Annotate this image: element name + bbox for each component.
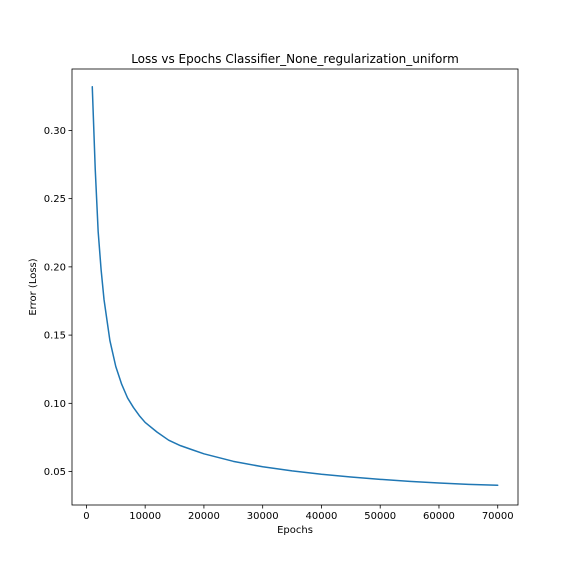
plot-frame	[71, 68, 519, 506]
y-axis-label: Error (Loss)	[28, 258, 39, 315]
x-tick-label: 0	[83, 511, 89, 522]
x-axis-label: Epochs	[277, 525, 313, 536]
y-tick-label: 0.10	[44, 399, 66, 410]
x-tick-label: 60000	[423, 511, 455, 522]
x-tick-label: 20000	[188, 511, 220, 522]
y-tick-label: 0.30	[44, 126, 66, 137]
loss-series-line	[91, 85, 499, 486]
y-tick-label: 0.25	[44, 194, 66, 205]
x-tick-label: 50000	[364, 511, 396, 522]
y-tick-label: 0.05	[44, 467, 66, 478]
chart-title: Loss vs Epochs Classifier_None_regulariz…	[131, 52, 459, 66]
y-tick-label: 0.15	[44, 331, 66, 342]
x-tick-label: 10000	[129, 511, 161, 522]
x-tick-label: 70000	[482, 511, 514, 522]
plot-area: 0 10000 20000 30000 40000 50000 60000 70000 0.05…	[44, 68, 519, 522]
x-tick-label: 40000	[306, 511, 338, 522]
x-tick-label: 30000	[247, 511, 279, 522]
y-tick-label: 0.20	[44, 262, 66, 273]
